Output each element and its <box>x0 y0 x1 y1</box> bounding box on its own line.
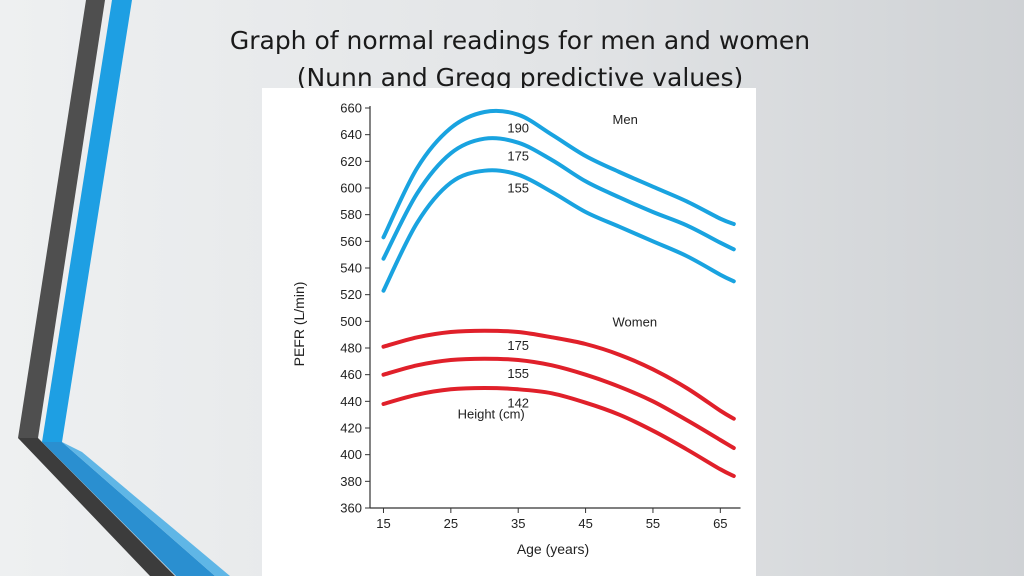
y-tick-label: 540 <box>340 261 362 276</box>
y-tick-label: 380 <box>340 474 362 489</box>
series-label-men-155: 155 <box>507 181 529 196</box>
y-tick-label: 600 <box>340 181 362 196</box>
series-line-women-155 <box>381 356 736 450</box>
x-tick-label: 65 <box>713 516 727 531</box>
dark-diagonal-bar <box>18 0 105 438</box>
series-lines <box>381 108 736 478</box>
annotation-women: Women <box>613 315 658 330</box>
blue-diagonal-bar <box>42 0 132 442</box>
y-tick-label: 400 <box>340 447 362 462</box>
series-line-men-190 <box>381 108 736 240</box>
y-tick-label: 360 <box>340 501 362 516</box>
y-tick-label: 520 <box>340 287 362 302</box>
axes: 360 380 400 420 440 460 480 500 520 540 560 580 600 6… <box>340 101 741 531</box>
y-tick-label: 500 <box>340 314 362 329</box>
y-tick-label: 440 <box>340 394 362 409</box>
slide-title: Graph of normal readings for men and wom… <box>190 22 850 96</box>
slide-title-line1: Graph of normal readings for men and wom… <box>229 26 811 55</box>
x-tick-label: 25 <box>444 516 458 531</box>
x-tick-label: 35 <box>511 516 525 531</box>
y-tick-label: 580 <box>340 207 362 222</box>
y-axis-title: PEFR (L/min) <box>291 282 307 367</box>
series-line-men-155 <box>381 168 736 293</box>
x-tick-label: 15 <box>376 516 390 531</box>
series-line-women-175 <box>381 328 736 421</box>
bottom-light-blue-fan <box>62 442 230 576</box>
series-labels: 190 175 155 175 155 142 Men Women Height (cm) <box>458 112 658 422</box>
chart-panel: 360 380 400 420 440 460 480 500 520 540 560 580 600 6… <box>262 88 756 576</box>
pefr-chart: 360 380 400 420 440 460 480 500 520 540 560 580 600 6… <box>291 101 741 557</box>
series-label-men-190: 190 <box>507 121 529 136</box>
slide-title-line2: (Nunn and Gregg predictive values) <box>296 63 744 92</box>
series-label-women-175: 175 <box>507 338 529 353</box>
annotation-height-cm: Height (cm) <box>458 407 525 422</box>
y-tick-label: 640 <box>340 127 362 142</box>
y-tick-label: 620 <box>340 154 362 169</box>
y-tick-label: 460 <box>340 367 362 382</box>
bottom-dark-stripe <box>18 438 175 576</box>
series-label-men-175: 175 <box>507 149 529 164</box>
series-label-women-142: 142 <box>507 395 529 410</box>
series-label-women-155: 155 <box>507 366 529 381</box>
x-tick-label: 45 <box>578 516 592 531</box>
x-axis-title: Age (years) <box>517 541 589 557</box>
y-tick-label: 480 <box>340 341 362 356</box>
y-tick-label: 560 <box>340 234 362 249</box>
bottom-blue-fan <box>42 442 215 576</box>
annotation-men: Men <box>613 112 638 127</box>
x-tick-label: 55 <box>646 516 660 531</box>
y-tick-label: 660 <box>340 101 362 116</box>
series-line-men-175 <box>381 136 736 261</box>
y-tick-label: 420 <box>340 421 362 436</box>
series-line-women-142 <box>381 386 736 478</box>
